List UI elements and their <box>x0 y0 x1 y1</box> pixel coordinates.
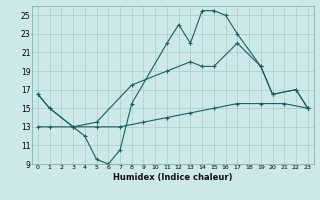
X-axis label: Humidex (Indice chaleur): Humidex (Indice chaleur) <box>113 173 233 182</box>
